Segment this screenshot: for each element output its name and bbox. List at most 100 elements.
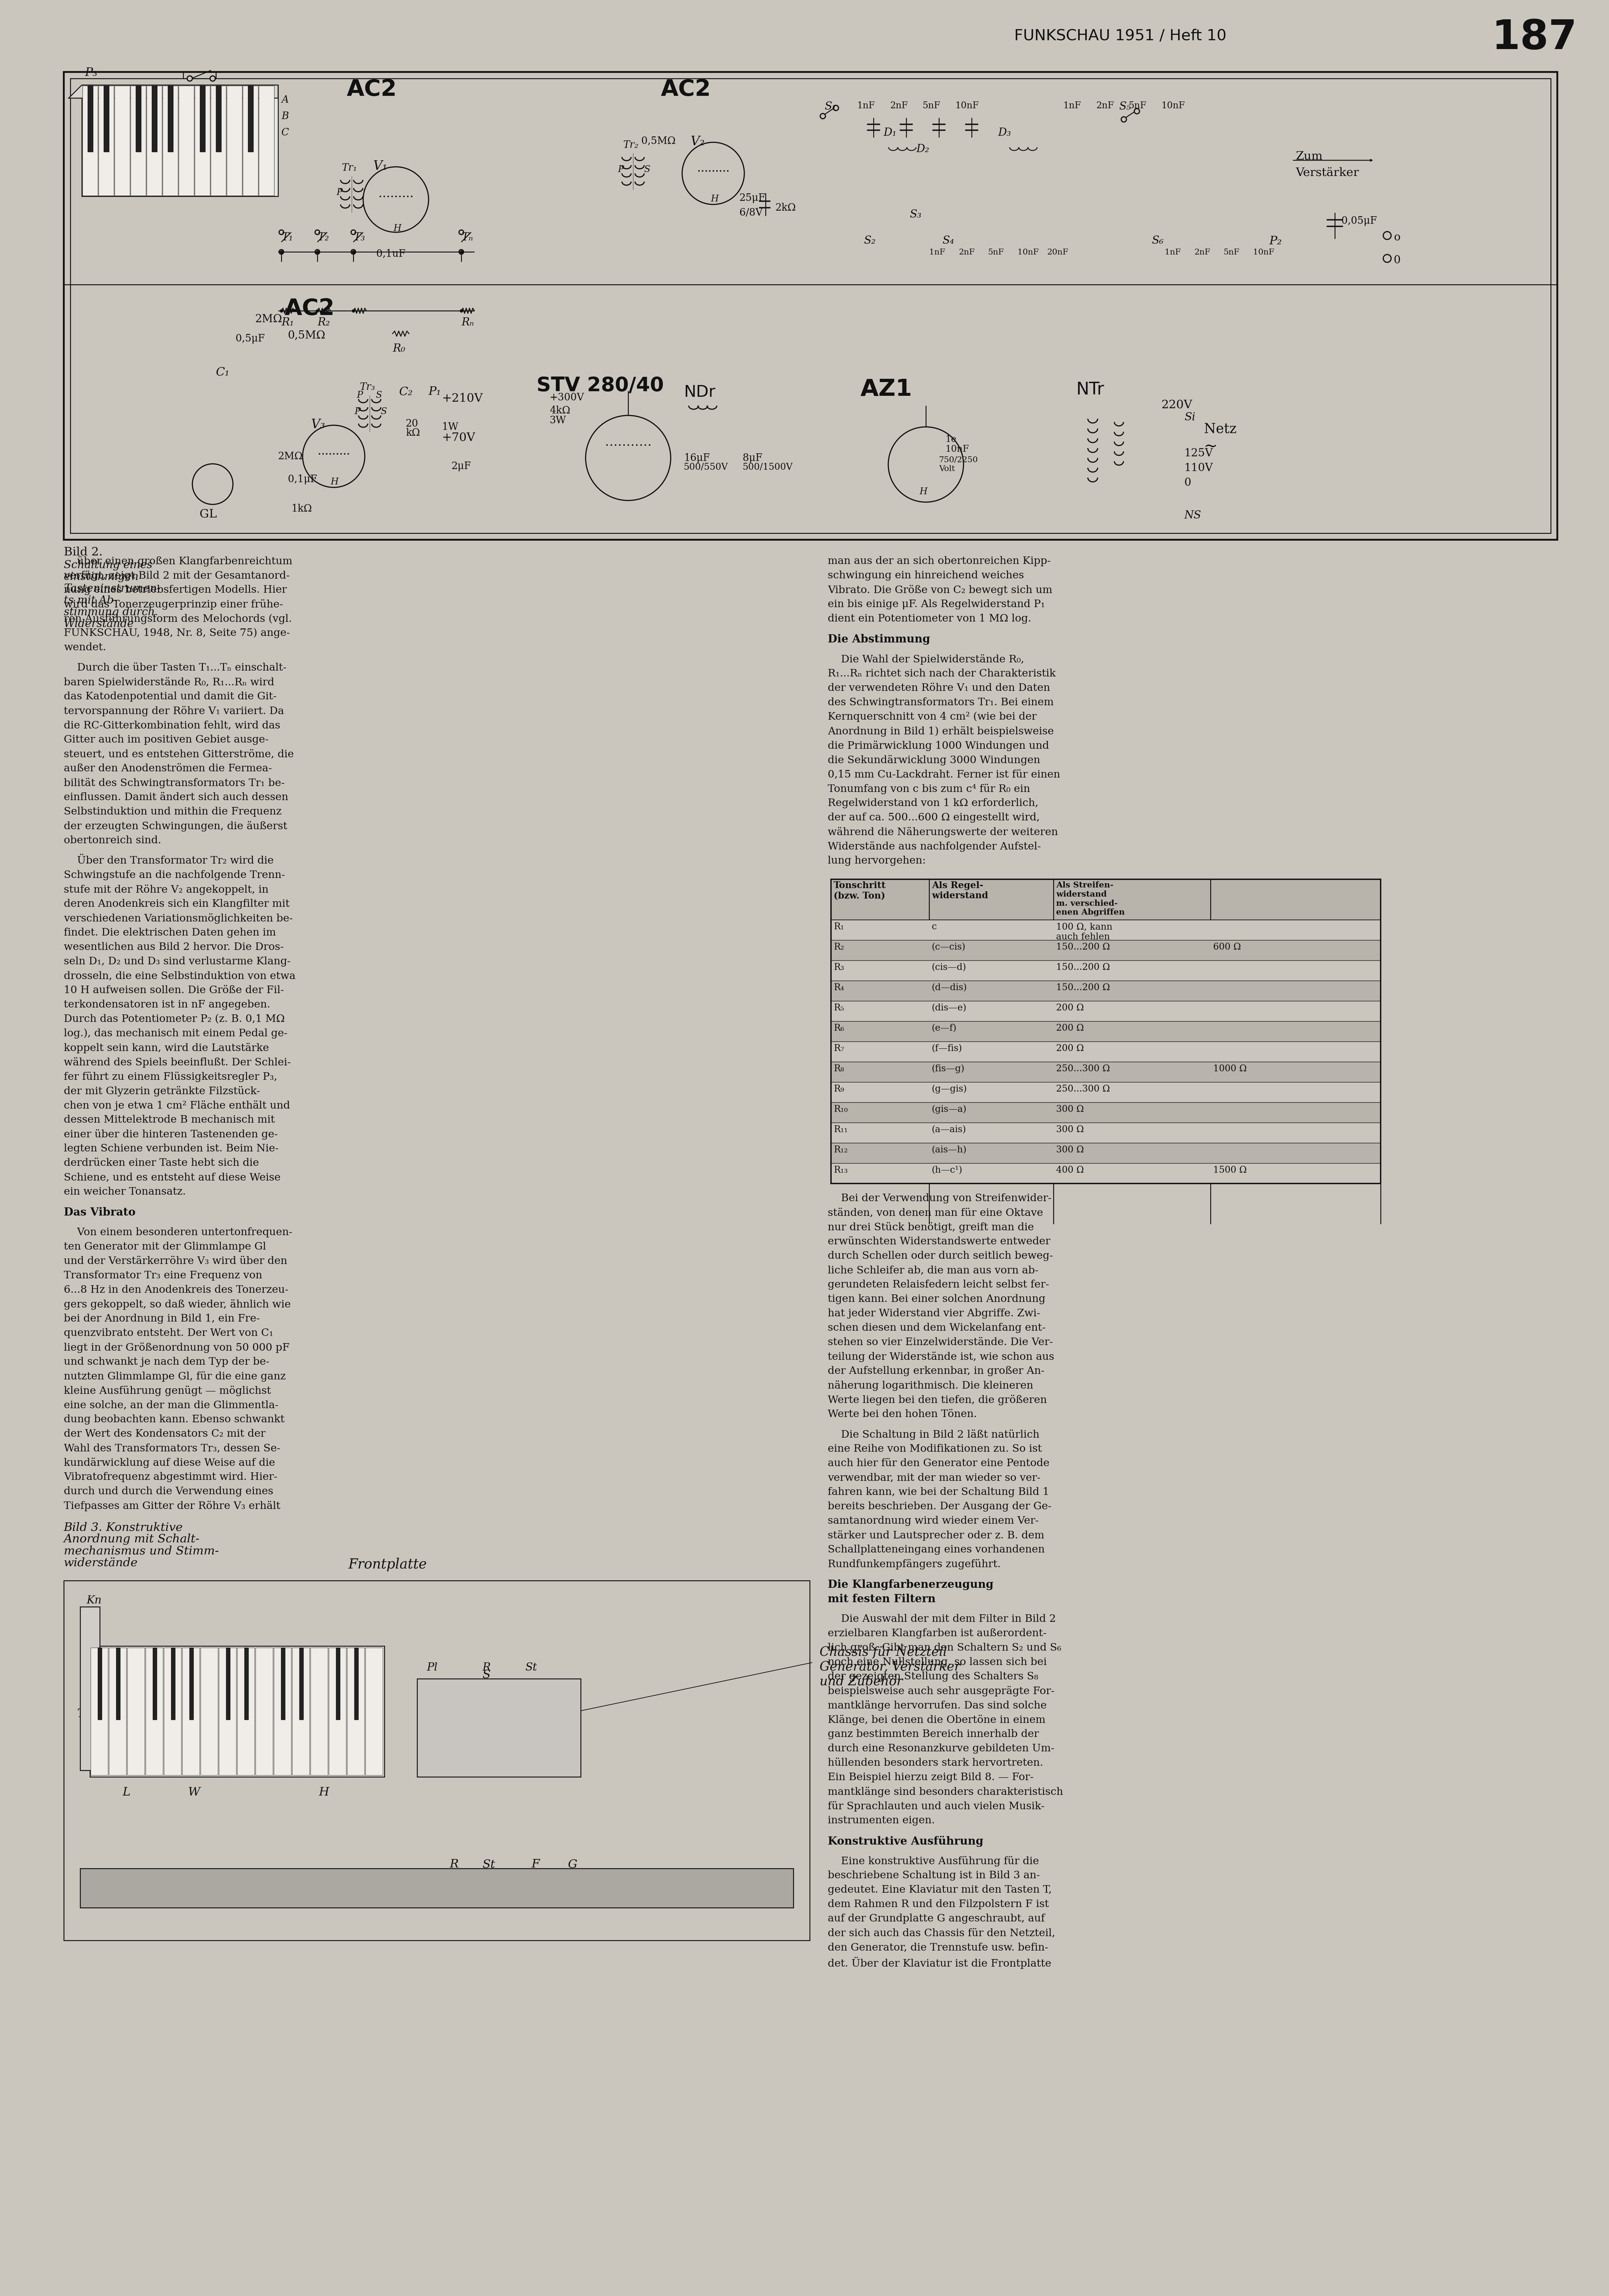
- Point: [685, 152, 711, 188]
- Bar: [130, 85, 146, 195]
- Point: [690, 152, 716, 188]
- Circle shape: [278, 230, 283, 234]
- Circle shape: [1384, 255, 1392, 262]
- Circle shape: [1384, 232, 1392, 239]
- Text: Tr₂: Tr₂: [623, 140, 639, 149]
- Bar: [80, 1869, 793, 1908]
- Text: mit festen Filtern: mit festen Filtern: [827, 1593, 935, 1605]
- Text: GL: GL: [200, 510, 217, 519]
- Bar: [830, 1022, 1381, 1042]
- Text: Tₙ: Tₙ: [462, 232, 473, 243]
- Point: [314, 436, 339, 473]
- Text: und schwankt je nach dem Typ der be-: und schwankt je nach dem Typ der be-: [64, 1357, 269, 1366]
- Text: AC2: AC2: [348, 78, 397, 101]
- Text: 8μF: 8μF: [743, 452, 763, 464]
- Text: Vibrato. Die Größe von C₂ bewegt sich um: Vibrato. Die Größe von C₂ bewegt sich um: [827, 585, 1052, 595]
- Text: R₅: R₅: [833, 1003, 845, 1013]
- Text: (c—cis): (c—cis): [932, 944, 965, 951]
- Text: durch eine Resonanzkurve gebildeten Um-: durch eine Resonanzkurve gebildeten Um-: [827, 1743, 1054, 1754]
- Text: D₃: D₃: [998, 129, 1010, 138]
- Text: Tonumfang von c bis zum c⁴ für R₀ ein: Tonumfang von c bis zum c⁴ für R₀ ein: [827, 783, 1030, 794]
- Text: R₁₃: R₁₃: [833, 1166, 848, 1176]
- Bar: [164, 1649, 182, 1775]
- Text: F: F: [531, 1860, 541, 1869]
- Text: der Aufstellung erkennbar, in großer An-: der Aufstellung erkennbar, in großer An-: [827, 1366, 1044, 1375]
- Text: terkondensatoren ist in nF angegeben.: terkondensatoren ist in nF angegeben.: [64, 999, 270, 1010]
- Text: T: T: [77, 1708, 85, 1720]
- Bar: [311, 1649, 328, 1775]
- Text: P: P: [357, 390, 362, 400]
- Text: Die Auswahl der mit dem Filter in Bild 2: Die Auswahl der mit dem Filter in Bild 2: [827, 1614, 1056, 1623]
- Text: 1000 Ω: 1000 Ω: [1213, 1065, 1247, 1072]
- Text: dung beobachten kann. Ebenso schwankt: dung beobachten kann. Ebenso schwankt: [64, 1414, 285, 1424]
- Text: H: H: [393, 225, 401, 232]
- Text: die Primärwicklung 1000 Windungen und: die Primärwicklung 1000 Windungen und: [827, 742, 1049, 751]
- Bar: [354, 1649, 359, 1720]
- Circle shape: [315, 230, 320, 234]
- Text: S: S: [380, 406, 386, 416]
- Bar: [830, 1081, 1381, 1102]
- Text: St: St: [483, 1860, 496, 1869]
- Bar: [90, 1649, 108, 1775]
- Text: samtanordnung wird wieder einem Ver-: samtanordnung wird wieder einem Ver-: [827, 1515, 1039, 1527]
- Text: P: P: [237, 1711, 245, 1722]
- Text: 1W: 1W: [442, 422, 459, 432]
- Text: D₁: D₁: [883, 129, 896, 138]
- Text: 5nF: 5nF: [1130, 101, 1147, 110]
- Point: [304, 234, 330, 271]
- Text: während des Spiels beeinflußt. Der Schlei-: während des Spiels beeinflußt. Der Schle…: [64, 1056, 291, 1068]
- Text: mantklänge sind besonders charakteristisch: mantklänge sind besonders charakteristis…: [827, 1786, 1064, 1798]
- Text: FUNKSCHAU 1951 / Heft 10: FUNKSCHAU 1951 / Heft 10: [1014, 30, 1226, 44]
- Text: T₁: T₁: [282, 232, 293, 243]
- Text: der verwendeten Röhre V₁ und den Daten: der verwendeten Röhre V₁ und den Daten: [827, 682, 1051, 693]
- Bar: [80, 1607, 100, 1770]
- Text: wesentlichen aus Bild 2 hervor. Die Dros-: wesentlichen aus Bild 2 hervor. Die Dros…: [64, 941, 283, 953]
- Text: während die Näherungswerte der weiteren: während die Näherungswerte der weiteren: [827, 827, 1059, 838]
- Text: Pl: Pl: [426, 1662, 438, 1674]
- Text: dient ein Potentiometer von 1 MΩ log.: dient ein Potentiometer von 1 MΩ log.: [827, 613, 1031, 625]
- Circle shape: [278, 250, 283, 255]
- Text: R: R: [451, 1860, 459, 1869]
- Text: (ais—h): (ais—h): [932, 1146, 967, 1155]
- Text: 1nF: 1nF: [1165, 248, 1181, 257]
- Text: P: P: [354, 406, 360, 416]
- Text: H: H: [711, 195, 719, 204]
- Text: 200 Ω: 200 Ω: [1056, 1024, 1084, 1033]
- Text: durch und durch die Verwendung eines: durch und durch die Verwendung eines: [64, 1486, 274, 1497]
- Bar: [245, 1649, 248, 1720]
- Text: 1nF: 1nF: [928, 248, 944, 257]
- Circle shape: [315, 250, 320, 255]
- Point: [394, 177, 420, 214]
- Text: bei der Anordnung in Bild 1, ein Fre-: bei der Anordnung in Bild 1, ein Fre-: [64, 1313, 259, 1325]
- Point: [615, 427, 640, 464]
- Point: [628, 427, 653, 464]
- Text: über einen großen Klangfarbenreichtum: über einen großen Klangfarbenreichtum: [64, 556, 293, 567]
- Text: 10nF: 10nF: [1253, 248, 1274, 257]
- Text: 10nF: 10nF: [946, 445, 969, 455]
- Point: [335, 436, 360, 473]
- Text: Rundfunkempfängers zugeführt.: Rundfunkempfängers zugeführt.: [827, 1559, 1001, 1570]
- Text: P₁: P₁: [428, 386, 441, 397]
- Text: P₂: P₂: [1270, 236, 1282, 246]
- Bar: [135, 85, 142, 152]
- Text: St: St: [525, 1662, 537, 1674]
- Point: [372, 177, 397, 214]
- Bar: [179, 85, 195, 195]
- Text: Als Regel-
widerstand: Als Regel- widerstand: [932, 882, 988, 900]
- Bar: [103, 85, 109, 152]
- Text: fahren kann, wie bei der Schaltung Bild 1: fahren kann, wie bei der Schaltung Bild …: [827, 1488, 1049, 1497]
- Text: Gitter auch im positiven Gebiet ausge-: Gitter auch im positiven Gebiet ausge-: [64, 735, 269, 744]
- Point: [449, 234, 475, 271]
- Text: Netz: Netz: [1204, 422, 1237, 436]
- Text: nutzten Glimmlampe Gl, für die eine ganz: nutzten Glimmlampe Gl, für die eine ganz: [64, 1371, 286, 1382]
- Text: widerstände: widerstände: [64, 1557, 138, 1568]
- Text: S₁: S₁: [824, 101, 837, 113]
- Bar: [259, 85, 274, 195]
- Text: man aus der an sich obertonreichen Kipp-: man aus der an sich obertonreichen Kipp-: [827, 556, 1051, 567]
- Circle shape: [302, 425, 365, 487]
- Point: [700, 152, 726, 188]
- Text: (e—f): (e—f): [932, 1024, 957, 1033]
- Text: hüllenden besonders stark hervortreten.: hüllenden besonders stark hervortreten.: [827, 1759, 1043, 1768]
- Text: A: A: [282, 94, 288, 106]
- Text: ~: ~: [1204, 439, 1218, 455]
